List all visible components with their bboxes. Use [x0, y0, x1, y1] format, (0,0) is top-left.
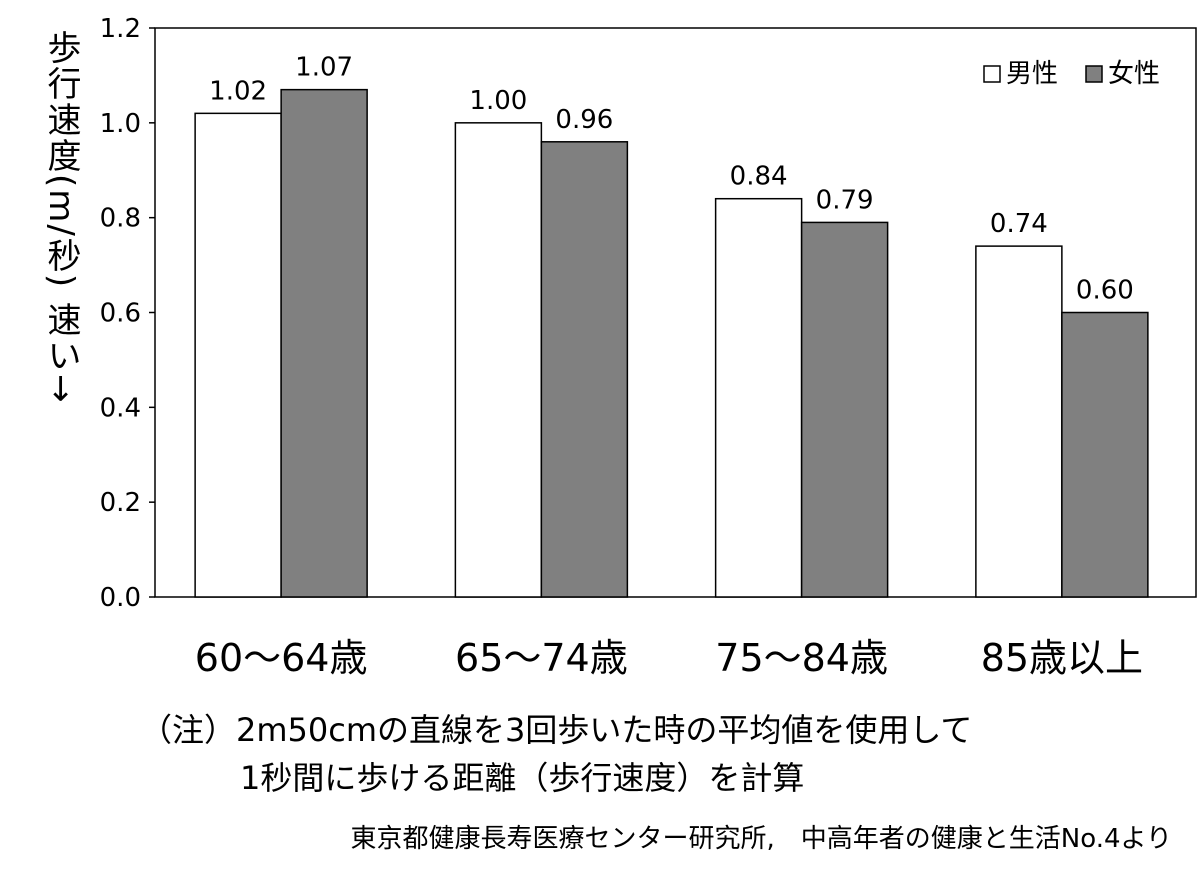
x-tick-label: 85歳以上 — [981, 636, 1143, 680]
data-label: 1.00 — [469, 86, 527, 116]
legend-label-female: 女性 — [1108, 59, 1160, 89]
bar-female — [1061, 311, 1149, 598]
x-tick-label: 65～74歳 — [455, 636, 628, 680]
data-label: 0.96 — [555, 105, 613, 135]
data-label: 0.74 — [990, 209, 1048, 239]
x-tick-label: 75～84歳 — [715, 636, 888, 680]
bar-male — [714, 197, 803, 598]
data-label: 0.60 — [1076, 276, 1134, 306]
bar-male — [194, 112, 282, 598]
note-line-1: （注）2m50cmの直線を3回歩いた時の平均値を使用して — [140, 711, 973, 749]
data-label: 0.84 — [730, 162, 788, 192]
y-tick-label: 0.8 — [100, 204, 141, 234]
y-tick-label: 1.0 — [100, 109, 141, 139]
faster-arrow-note: 速い→ — [41, 301, 81, 405]
y-tick-label: 0.4 — [100, 393, 141, 423]
bar-female — [800, 221, 889, 598]
y-axis-label: 歩行速度(m/秒) — [41, 30, 81, 290]
note-line-2: 1秒間に歩ける距離（歩行速度）を計算 — [240, 759, 805, 797]
legend-swatch-male — [983, 65, 1001, 83]
y-axis-title: 歩行速度(m/秒) 速い→ — [18, 30, 81, 500]
y-tick-label: 1.2 — [100, 14, 141, 44]
bar-chart: 0.0 0.2 0.4 0.6 0.8 1.0 1.2 1.02 1.07 60～64歳 1.00 0… — [100, 14, 1197, 680]
x-tick-label: 60～64歳 — [195, 636, 368, 680]
y-tick-label: 0.0 — [100, 583, 141, 613]
bar-male — [975, 245, 1063, 598]
bar-male — [454, 122, 543, 598]
legend-label-male: 男性 — [1006, 59, 1058, 89]
legend-swatch-female — [1085, 65, 1103, 83]
chart-note: （注）2m50cmの直線を3回歩いた時の平均値を使用して 1秒間に歩ける距離（歩… — [140, 706, 972, 802]
source-credit: 東京都健康長寿医療センター研究所, 中高年者の健康と生活No.4より — [350, 824, 1172, 854]
data-label: 1.02 — [209, 76, 267, 106]
bar-female — [280, 88, 368, 598]
y-tick-label: 0.6 — [100, 299, 141, 329]
y-tick-label: 0.2 — [100, 488, 141, 518]
data-label: 0.79 — [816, 185, 874, 215]
bar-female — [540, 141, 629, 598]
data-label: 1.07 — [295, 53, 353, 83]
